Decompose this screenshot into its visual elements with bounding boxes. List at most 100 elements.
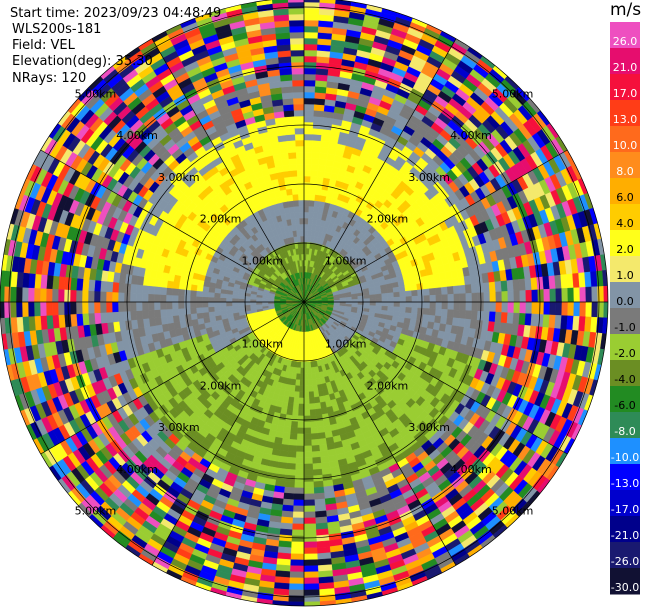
velocity-gate bbox=[303, 199, 310, 207]
velocity-gate bbox=[159, 301, 167, 310]
velocity-gate bbox=[579, 286, 587, 303]
velocity-gate bbox=[315, 74, 329, 82]
velocity-gate bbox=[542, 314, 550, 328]
velocity-gate bbox=[312, 133, 322, 142]
velocity-gate bbox=[219, 292, 227, 299]
velocity-gate bbox=[303, 499, 315, 507]
velocity-gate bbox=[410, 283, 418, 291]
velocity-gate bbox=[293, 391, 300, 399]
velocity-gate bbox=[303, 85, 316, 93]
velocity-gate bbox=[51, 301, 59, 316]
velocity-gate bbox=[93, 290, 101, 303]
velocity-gate bbox=[417, 295, 425, 303]
velocity-gate bbox=[309, 409, 317, 417]
velocity-gate bbox=[213, 292, 221, 298]
velocity-gate bbox=[579, 301, 587, 318]
velocity-gate bbox=[423, 301, 431, 309]
velocity-gate bbox=[308, 205, 315, 213]
velocity-gate bbox=[513, 301, 521, 314]
velocity-gate bbox=[303, 451, 313, 459]
velocity-gate bbox=[271, 600, 289, 606]
velocity-gate bbox=[482, 282, 490, 293]
velocity-gate bbox=[129, 301, 137, 312]
velocity-gate bbox=[118, 282, 126, 293]
velocity-gate bbox=[292, 511, 305, 519]
velocity-gate bbox=[303, 187, 311, 195]
velocity-gate bbox=[294, 463, 305, 471]
velocity-gate bbox=[375, 293, 383, 299]
velocity-gate bbox=[303, 349, 308, 357]
velocity-gate bbox=[309, 415, 317, 423]
velocity-gate bbox=[447, 301, 455, 311]
velocity-gate bbox=[303, 103, 315, 111]
velocity-gate bbox=[465, 301, 473, 312]
velocity-gate bbox=[201, 291, 209, 298]
velocity-gate bbox=[303, 13, 320, 21]
velocity-gate bbox=[105, 301, 113, 313]
velocity-gate bbox=[303, 463, 314, 471]
velocity-gate bbox=[64, 276, 72, 291]
velocity-gate bbox=[33, 301, 41, 317]
velocity-gate bbox=[284, 480, 295, 488]
velocity-gate bbox=[289, 559, 305, 567]
velocity-gate bbox=[21, 301, 29, 318]
velocity-gate bbox=[213, 301, 221, 307]
velocity-gate bbox=[290, 541, 305, 549]
velocity-gate bbox=[87, 301, 95, 314]
velocity-gate bbox=[435, 294, 443, 303]
velocity-gate bbox=[318, 152, 328, 161]
velocity-gate bbox=[303, 589, 320, 597]
velocity-gate bbox=[411, 301, 419, 309]
velocity-gate bbox=[303, 55, 318, 63]
velocity-gate bbox=[464, 284, 473, 294]
velocity-gate bbox=[405, 307, 413, 314]
velocity-gate bbox=[105, 291, 113, 303]
velocity-gate bbox=[195, 307, 203, 314]
velocity-gate bbox=[177, 301, 185, 309]
velocity-gate bbox=[177, 288, 185, 296]
velocity-gate bbox=[177, 295, 185, 303]
velocity-gate bbox=[278, 534, 293, 542]
velocity-gate bbox=[40, 315, 48, 330]
velocity-gate bbox=[46, 314, 54, 330]
velocity-gate bbox=[100, 312, 108, 324]
velocity-gate bbox=[319, 0, 337, 4]
velocity-gate bbox=[303, 205, 310, 213]
velocity-gate bbox=[319, 600, 337, 606]
velocity-gate bbox=[316, 426, 325, 434]
velocity-gate bbox=[506, 279, 514, 292]
velocity-gate bbox=[555, 288, 563, 303]
velocity-sectors bbox=[0, 0, 608, 606]
velocity-gate bbox=[75, 289, 83, 303]
velocity-gate bbox=[99, 301, 107, 313]
velocity-gate bbox=[63, 289, 71, 303]
velocity-gate bbox=[231, 305, 239, 310]
velocity-gate bbox=[295, 445, 305, 453]
velocity-gate bbox=[207, 306, 215, 313]
velocity-gate bbox=[543, 288, 551, 303]
velocity-gate bbox=[531, 289, 539, 303]
velocity-gate bbox=[208, 311, 216, 318]
velocity-gate bbox=[299, 379, 305, 387]
velocity-gate bbox=[309, 187, 317, 195]
velocity-gate bbox=[303, 37, 319, 45]
velocity-gate bbox=[303, 139, 313, 147]
velocity-gate bbox=[524, 277, 532, 291]
velocity-gate bbox=[310, 175, 318, 183]
velocity-gate bbox=[335, 0, 353, 6]
velocity-gate bbox=[141, 309, 150, 320]
velocity-gate bbox=[500, 280, 508, 292]
velocity-gate bbox=[313, 486, 325, 494]
velocity-gate bbox=[184, 282, 192, 291]
velocity-gate bbox=[288, 444, 297, 453]
velocity-gate bbox=[166, 280, 174, 289]
velocity-gate bbox=[303, 223, 309, 231]
velocity-gate bbox=[428, 281, 436, 290]
velocity-gate bbox=[201, 296, 209, 303]
velocity-gate bbox=[303, 151, 313, 159]
velocity-gate bbox=[423, 288, 431, 296]
velocity-gate bbox=[172, 281, 180, 290]
velocity-gate bbox=[494, 281, 502, 293]
velocity-gate bbox=[141, 301, 149, 311]
velocity-gate bbox=[171, 308, 179, 317]
